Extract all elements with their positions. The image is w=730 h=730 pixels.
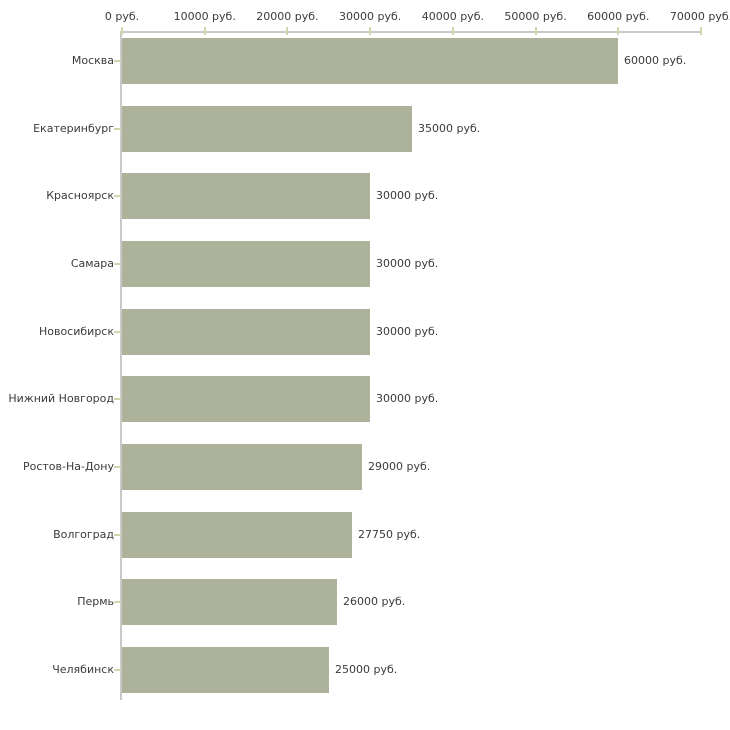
category-label: Нижний Новгород: [8, 392, 114, 406]
x-axis-tick: [700, 27, 702, 35]
x-axis-tick: [534, 27, 537, 35]
x-axis-tick-label: 70000 руб.: [669, 10, 730, 23]
x-axis-tick: [203, 27, 206, 35]
x-axis-tick-label: 50000 руб.: [504, 10, 567, 23]
x-axis-tick: [617, 27, 620, 35]
y-axis-line: [120, 31, 122, 700]
bar-0: [122, 38, 618, 84]
value-label: 27750 руб.: [358, 527, 421, 541]
value-label: 60000 руб.: [624, 54, 687, 67]
value-label: 26000 руб.: [343, 595, 406, 609]
x-axis-tick-label: 0 руб.: [104, 10, 140, 23]
x-axis-tick: [286, 27, 289, 35]
y-axis-tick: [114, 195, 121, 198]
bar-4: [122, 309, 370, 355]
category-label: Самара: [70, 256, 114, 270]
x-axis-tick-label: 20000 руб.: [256, 10, 319, 23]
value-label: 30000 руб.: [376, 392, 439, 406]
category-label: Екатеринбург: [33, 121, 114, 135]
category-label: Пермь: [77, 595, 114, 609]
bar-3: [122, 241, 370, 287]
y-axis-tick: [114, 668, 121, 671]
y-axis-tick: [114, 398, 121, 401]
category-label: Красноярск: [46, 189, 114, 203]
bar-7: [122, 512, 352, 558]
bar-6: [122, 444, 362, 490]
y-axis-tick: [114, 262, 121, 265]
category-label: Челябинск: [52, 662, 114, 676]
bar-5: [122, 376, 370, 422]
bar-2: [122, 173, 370, 219]
x-axis-tick-label: 60000 руб.: [587, 10, 650, 23]
category-label: Москва: [71, 54, 114, 67]
value-label: 29000 руб.: [368, 459, 431, 473]
x-axis-tick: [369, 27, 372, 35]
y-axis-tick: [114, 60, 121, 62]
x-axis-tick-label: 10000 руб.: [173, 10, 236, 23]
value-label: 35000 руб.: [418, 121, 481, 135]
y-axis-tick: [114, 465, 121, 468]
value-label: 30000 руб.: [376, 189, 439, 203]
value-label: 30000 руб.: [376, 256, 439, 270]
bar-1: [122, 106, 412, 152]
value-label: 25000 руб.: [335, 662, 398, 676]
x-axis-line: [120, 31, 701, 33]
x-axis-tick: [121, 27, 123, 35]
bar-8: [122, 579, 337, 625]
y-axis-tick: [114, 330, 121, 333]
y-axis-tick: [114, 601, 121, 604]
x-axis-tick-label: 40000 руб.: [421, 10, 484, 23]
x-axis-tick-label: 30000 руб.: [339, 10, 402, 23]
y-axis-tick: [114, 127, 121, 130]
value-label: 30000 руб.: [376, 324, 439, 338]
category-label: Ростов-На-Дону: [22, 459, 114, 473]
x-axis-tick: [451, 27, 454, 35]
category-label: Новосибирск: [38, 324, 114, 338]
category-label: Волгоград: [53, 527, 114, 541]
y-axis-tick: [114, 533, 121, 536]
bar-9: [122, 647, 329, 693]
